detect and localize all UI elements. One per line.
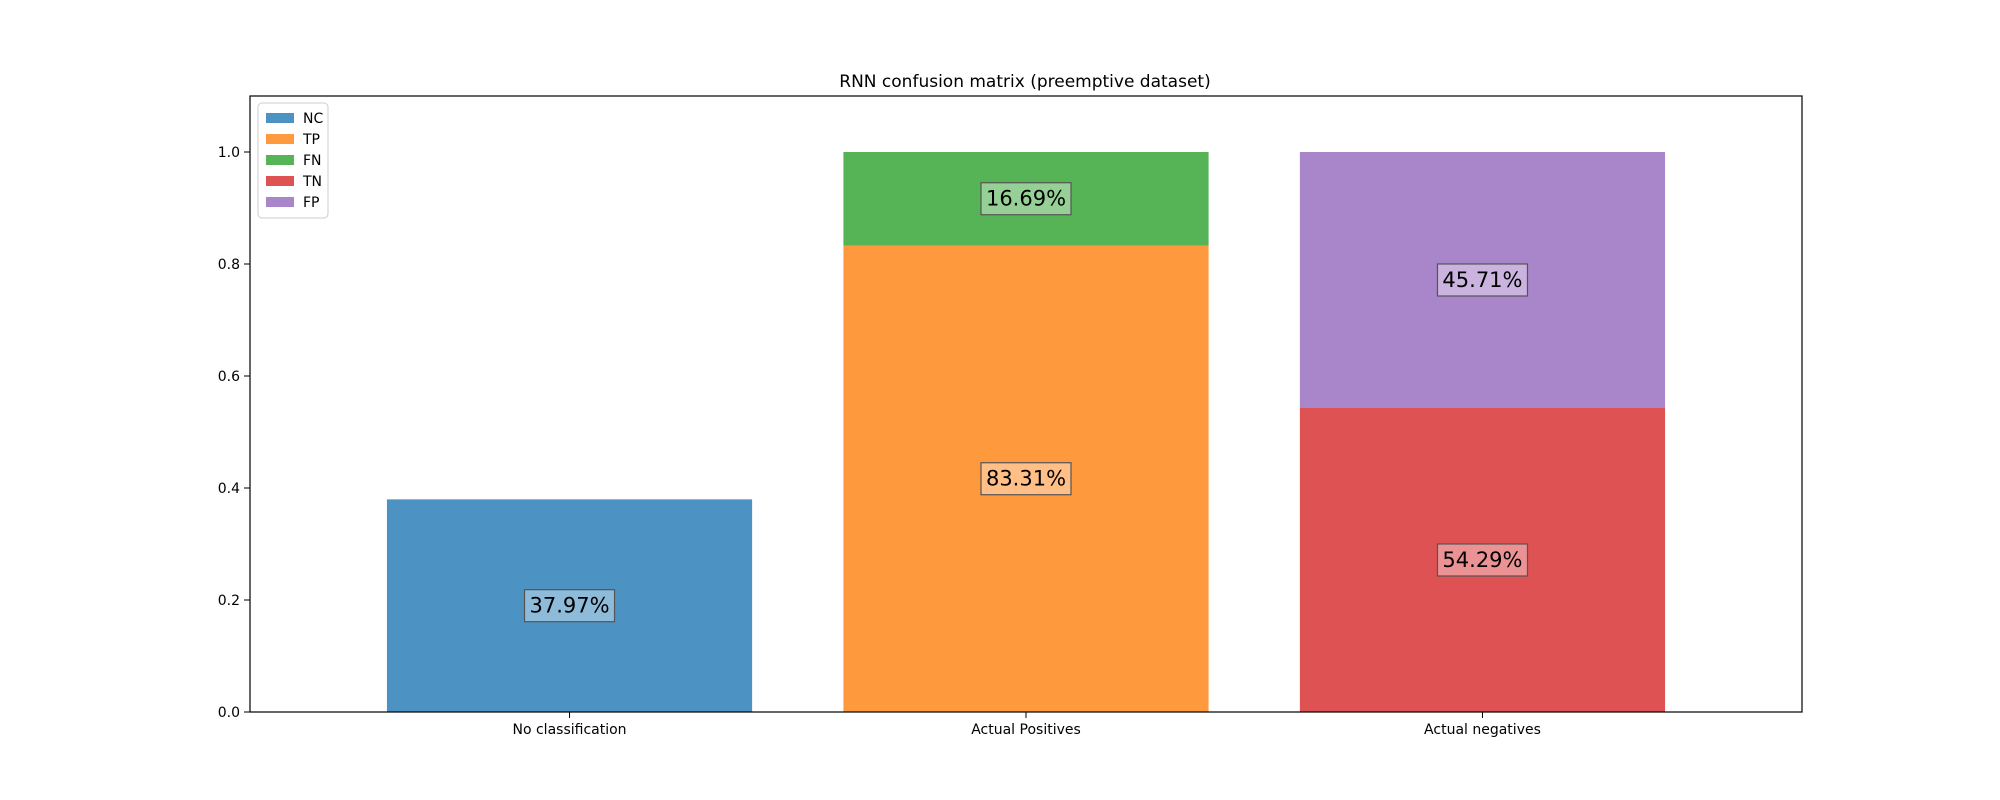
y-tick-label: 1.0 bbox=[218, 145, 240, 161]
legend-swatch-fn bbox=[266, 155, 294, 165]
legend-swatch-tp bbox=[266, 134, 294, 144]
data-label-box-fp bbox=[1436, 263, 1529, 297]
data-label-nc: 37.97% bbox=[529, 594, 609, 618]
legend-label-tp: TP bbox=[302, 132, 320, 148]
legend-label-fn: FN bbox=[303, 153, 322, 169]
bar-group bbox=[386, 152, 1666, 713]
legend-label-nc: NC bbox=[303, 111, 323, 127]
y-tick-label: 0.8 bbox=[218, 257, 240, 273]
x-tick-label: Actual negatives bbox=[1424, 722, 1541, 738]
data-label-fp: 45.71% bbox=[1442, 268, 1522, 292]
data-label-box-fn bbox=[980, 182, 1072, 216]
data-label-group: 37.97% 83.31% 16.69% 54.29% 45.71% bbox=[523, 182, 1529, 623]
y-tick-label: 0.6 bbox=[218, 369, 240, 385]
legend-swatch-tn bbox=[266, 176, 294, 186]
x-tick-label: No classification bbox=[513, 722, 627, 738]
x-axis: No classification Actual Positives Actual … bbox=[513, 712, 1541, 738]
data-label-tn: 54.29% bbox=[1442, 548, 1522, 572]
data-label-box-tn bbox=[1436, 543, 1529, 577]
legend-label-fp: FP bbox=[303, 195, 320, 211]
x-tick-label: Actual Positives bbox=[971, 722, 1081, 738]
data-label-box-tp bbox=[980, 462, 1072, 496]
legend: NC TP FN TN FP bbox=[257, 102, 329, 219]
legend-swatch-fp bbox=[266, 197, 294, 207]
data-label-fn: 16.69% bbox=[986, 187, 1066, 211]
plot-frame bbox=[249, 95, 1803, 713]
legend-label-tn: TN bbox=[302, 174, 322, 190]
y-tick-label: 0.2 bbox=[218, 593, 240, 609]
data-label-box-nc bbox=[523, 589, 616, 623]
legend-swatch-nc bbox=[266, 113, 294, 123]
y-axis: 0.0 0.2 0.4 0.6 0.8 1.0 bbox=[218, 145, 250, 721]
chart-title: RNN confusion matrix (preemptive dataset… bbox=[839, 72, 1210, 92]
y-tick-label: 0.4 bbox=[218, 481, 240, 497]
y-tick-label: 0.0 bbox=[218, 705, 240, 721]
data-label-tp: 83.31% bbox=[986, 467, 1066, 491]
